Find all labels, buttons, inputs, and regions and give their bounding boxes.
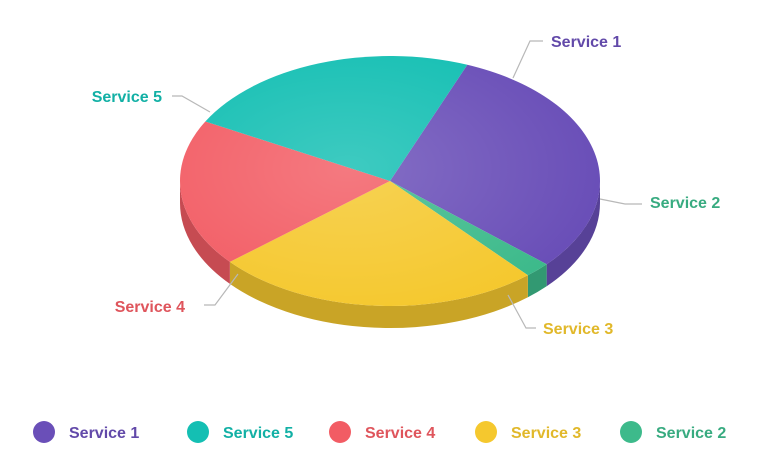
leader-line-service-1	[512, 40, 543, 79]
slice-labels: Service 1 Service 2 Service 3 Service 4 Serv…	[92, 34, 721, 338]
legend-item-service-4[interactable]: Service 4	[329, 421, 435, 443]
legend-label: Service 4	[365, 425, 435, 442]
legend-marker	[329, 421, 351, 443]
legend-marker	[475, 421, 497, 443]
pie-side-service-3	[229, 261, 528, 328]
slice-label-service-1: Service 1	[551, 34, 621, 51]
legend-label: Service 5	[223, 425, 293, 442]
legend-marker	[187, 421, 209, 443]
legend-marker	[620, 421, 642, 443]
slice-label-service-4: Service 4	[115, 299, 185, 316]
leader-line-service-3	[507, 294, 536, 329]
slice-label-service-3: Service 3	[543, 321, 613, 338]
legend-label: Service 2	[656, 425, 726, 442]
leader-line-service-4	[204, 273, 239, 306]
legend: Service 1 Service 5 Service 4 Service 3 Serv…	[33, 421, 726, 443]
legend-item-service-3[interactable]: Service 3	[475, 421, 581, 443]
legend-label: Service 1	[69, 425, 139, 442]
pie-slices	[179, 56, 601, 307]
leader-lines	[172, 40, 642, 329]
leader-line-service-5	[172, 95, 211, 113]
legend-item-service-2[interactable]: Service 2	[620, 421, 726, 443]
legend-item-service-1[interactable]: Service 1	[33, 421, 139, 443]
leader-line-service-2	[599, 198, 642, 205]
legend-label: Service 3	[511, 425, 581, 442]
legend-marker	[33, 421, 55, 443]
legend-item-service-5[interactable]: Service 5	[187, 421, 293, 443]
slice-label-service-2: Service 2	[650, 195, 720, 212]
slice-label-service-5: Service 5	[92, 89, 162, 106]
